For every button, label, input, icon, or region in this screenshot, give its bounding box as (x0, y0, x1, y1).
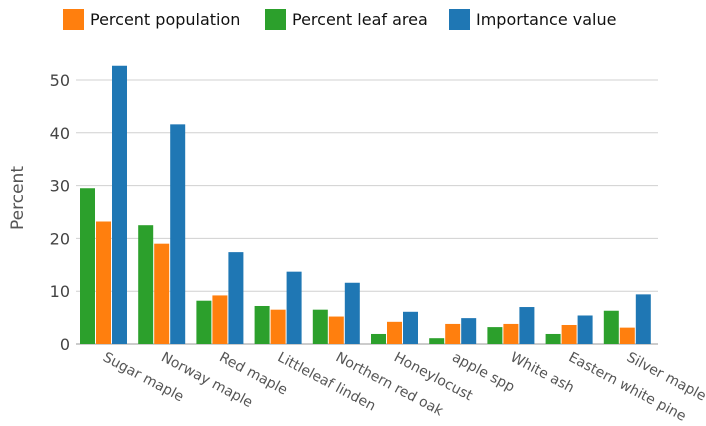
legend: Percent population Percent leaf area Impor… (63, 9, 616, 30)
bar-percent-population-eastern-white-pine (561, 324, 577, 344)
bar-percent-population-norway-maple (154, 243, 170, 344)
bar-percent-population-silver-maple (619, 327, 635, 344)
bar-percent-leaf-area-red-maple (196, 300, 212, 344)
bar-percent-population-honeylocust (387, 321, 402, 344)
bar-percent-population-northern-red-oak (328, 316, 344, 344)
y-tick-label: 0 (60, 335, 70, 354)
bar-percent-leaf-area-norway-maple (138, 225, 154, 344)
y-tick-label: 10 (50, 282, 70, 301)
bar-percent-population-apple-spp (445, 323, 461, 344)
x-tick-label: White ash (508, 349, 577, 396)
bar-importance-value-sugar-maple (112, 65, 127, 344)
y-tick-label: 30 (50, 177, 70, 196)
bar-importance-value-white-ash (519, 307, 535, 344)
y-axis-title: Percent (8, 166, 28, 230)
legend-label-percent-population: Percent population (90, 10, 240, 29)
bar-importance-value-honeylocust (403, 311, 418, 344)
bar-percent-population-white-ash (503, 323, 519, 344)
bar-importance-value-apple-spp (461, 318, 477, 344)
y-axis-ticks: 0 10 20 30 40 50 (50, 71, 70, 354)
y-tick-label: 50 (50, 71, 70, 90)
bar-importance-value-littleleaf-linden (286, 271, 302, 344)
legend-swatch-percent-population (63, 9, 84, 30)
bar-percent-leaf-area-sugar-maple (80, 188, 95, 344)
bar-percent-leaf-area-northern-red-oak (312, 309, 328, 344)
bar-percent-leaf-area-honeylocust (371, 333, 386, 344)
legend-label-percent-leaf-area: Percent leaf area (292, 10, 428, 29)
bar-importance-value-silver-maple (635, 294, 651, 344)
bar-percent-population-red-maple (212, 295, 228, 344)
bar-percent-population-sugar-maple (96, 221, 111, 344)
bar-importance-value-norway-maple (170, 124, 186, 345)
legend-swatch-importance-value (449, 9, 470, 30)
legend-label-importance-value: Importance value (476, 10, 616, 29)
bar-importance-value-eastern-white-pine (577, 315, 593, 344)
bar-percent-leaf-area-silver-maple (603, 310, 619, 344)
x-tick-label: Littleleaf linden (275, 349, 378, 414)
bar-percent-leaf-area-white-ash (487, 327, 503, 344)
bars (80, 65, 651, 345)
bar-importance-value-northern-red-oak (344, 282, 360, 344)
bar-percent-leaf-area-eastern-white-pine (545, 333, 561, 344)
bar-percent-leaf-area-littleleaf-linden (254, 305, 270, 344)
bar-importance-value-red-maple (228, 252, 244, 344)
legend-swatch-percent-leaf-area (265, 9, 286, 30)
bar-percent-population-littleleaf-linden (270, 309, 286, 344)
bar-percent-leaf-area-apple-spp (429, 338, 445, 344)
y-tick-label: 20 (50, 229, 70, 248)
y-tick-label: 40 (50, 124, 70, 143)
